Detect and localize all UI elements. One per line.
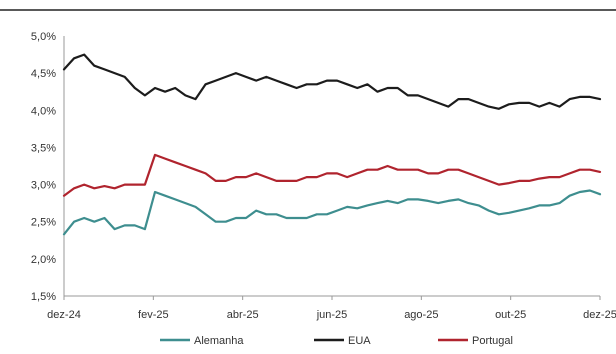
y-tick-label: 2,5% (31, 217, 56, 229)
legend-label: Alemanha (194, 335, 244, 347)
y-tick-label: 3,5% (31, 142, 56, 154)
y-tick-label: 2,0% (31, 254, 56, 266)
legend-label: Portugal (472, 335, 513, 347)
x-tick-label: ago-25 (404, 309, 438, 321)
y-tick-label: 4,0% (31, 105, 56, 117)
x-tick-label: dez-25 (583, 309, 616, 321)
x-tick-label: dez-24 (47, 309, 81, 321)
series-line-alemanha (62, 189, 602, 236)
y-tick-label: 5,0% (31, 31, 56, 43)
plot-frame (63, 36, 600, 297)
series-line-portugal (62, 153, 602, 197)
x-tick-label: fev-25 (138, 309, 169, 321)
x-tick-label: abr-25 (227, 309, 259, 321)
series-lines (62, 53, 602, 236)
y-tick-label: 4,5% (31, 68, 56, 80)
y-tick-label: 1,5% (31, 291, 56, 303)
series-line-eua (62, 53, 602, 110)
y-tick-label: 3,0% (31, 180, 56, 192)
x-tick-labels: dez-24 fev-25 abr-25 jun-25 ago-25 out-25 dez-… (47, 296, 616, 321)
y-tick-labels: 1,5% 2,0% 2,5% 3,0% 3,5% 4,0% 4,5% 5,0% (31, 31, 56, 303)
legend-label: EUA (348, 335, 371, 347)
legend: Alemanha EUA Portugal (160, 335, 513, 347)
x-tick-label: out-25 (495, 309, 526, 321)
x-tick-label: jun-25 (316, 309, 348, 321)
